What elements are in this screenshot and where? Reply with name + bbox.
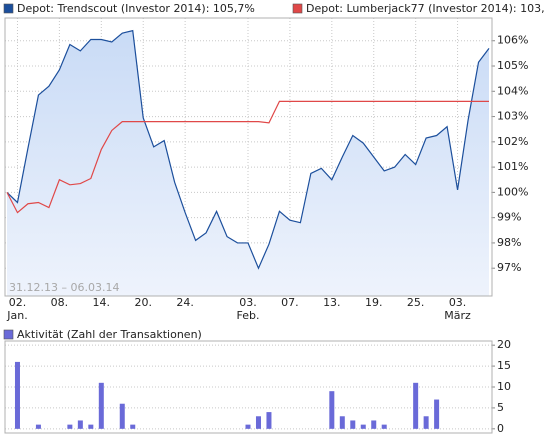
y-tick-label: 15	[497, 359, 511, 372]
bar	[14, 361, 20, 429]
y-tick-label: 10	[497, 380, 511, 393]
legend-swatch	[3, 329, 14, 340]
bar	[119, 403, 125, 429]
x-tick-label: 20.	[134, 296, 152, 309]
x-tick-sublabel: Feb.	[237, 309, 260, 322]
bar	[77, 420, 83, 429]
x-tick-sublabel: Jan.	[6, 309, 27, 322]
bar	[423, 416, 429, 429]
bar	[266, 412, 272, 429]
line	[6, 100, 489, 214]
x-tick-label: 03.	[449, 296, 467, 309]
y-tick-label: 102%	[497, 135, 528, 148]
bar	[360, 424, 366, 429]
bar	[255, 416, 261, 429]
line	[6, 29, 490, 270]
x-tick-label: 08.	[51, 296, 69, 309]
legend-swatch	[3, 3, 14, 14]
legend-label: Aktivität (Zahl der Transaktionen)	[17, 328, 202, 341]
bar	[130, 424, 136, 429]
bar	[434, 399, 440, 429]
x-tick-sublabel: März	[444, 309, 471, 322]
y-tick-label: 20	[497, 338, 511, 351]
bar	[413, 382, 419, 429]
y-tick-label: 100%	[497, 185, 528, 198]
y-tick-label: 103%	[497, 110, 528, 123]
x-tick-label: 13.	[323, 296, 341, 309]
y-tick-label: 101%	[497, 160, 528, 173]
y-tick-label: 97%	[497, 261, 521, 274]
bar	[35, 424, 41, 429]
bar	[329, 391, 335, 429]
bar	[371, 420, 377, 429]
bar	[339, 416, 345, 429]
bar	[98, 382, 104, 429]
y-tick-label: 104%	[497, 84, 528, 97]
x-tick-label: 03.	[239, 296, 257, 309]
bar	[350, 420, 356, 429]
area	[7, 30, 489, 297]
y-tick-label: 99%	[497, 211, 521, 224]
y-tick-label: 0	[497, 422, 504, 435]
y-tick-label: 5	[497, 401, 504, 414]
y-tick-label: 106%	[497, 34, 528, 47]
bar	[381, 424, 387, 429]
bar	[88, 424, 94, 429]
x-tick-label: 07.	[281, 296, 299, 309]
x-tick-label: 02.	[9, 296, 27, 309]
x-tick-label: 24.	[176, 296, 194, 309]
legend-label: Depot: Trendscout (Investor 2014): 105,7…	[17, 2, 255, 15]
plot-frame	[4, 340, 493, 434]
x-tick-label: 25.	[407, 296, 425, 309]
bar	[245, 424, 251, 429]
legend-label: Depot: Lumberjack77 (Investor 2014): 103…	[306, 2, 545, 15]
bar	[67, 424, 73, 429]
x-tick-label: 19.	[365, 296, 383, 309]
annotation: 31.12.13 – 06.03.14	[9, 281, 119, 294]
legend-swatch	[292, 3, 303, 14]
y-tick-label: 98%	[497, 236, 521, 249]
y-tick-label: 105%	[497, 59, 528, 72]
x-tick-label: 14.	[93, 296, 111, 309]
plot-frame	[4, 17, 493, 297]
